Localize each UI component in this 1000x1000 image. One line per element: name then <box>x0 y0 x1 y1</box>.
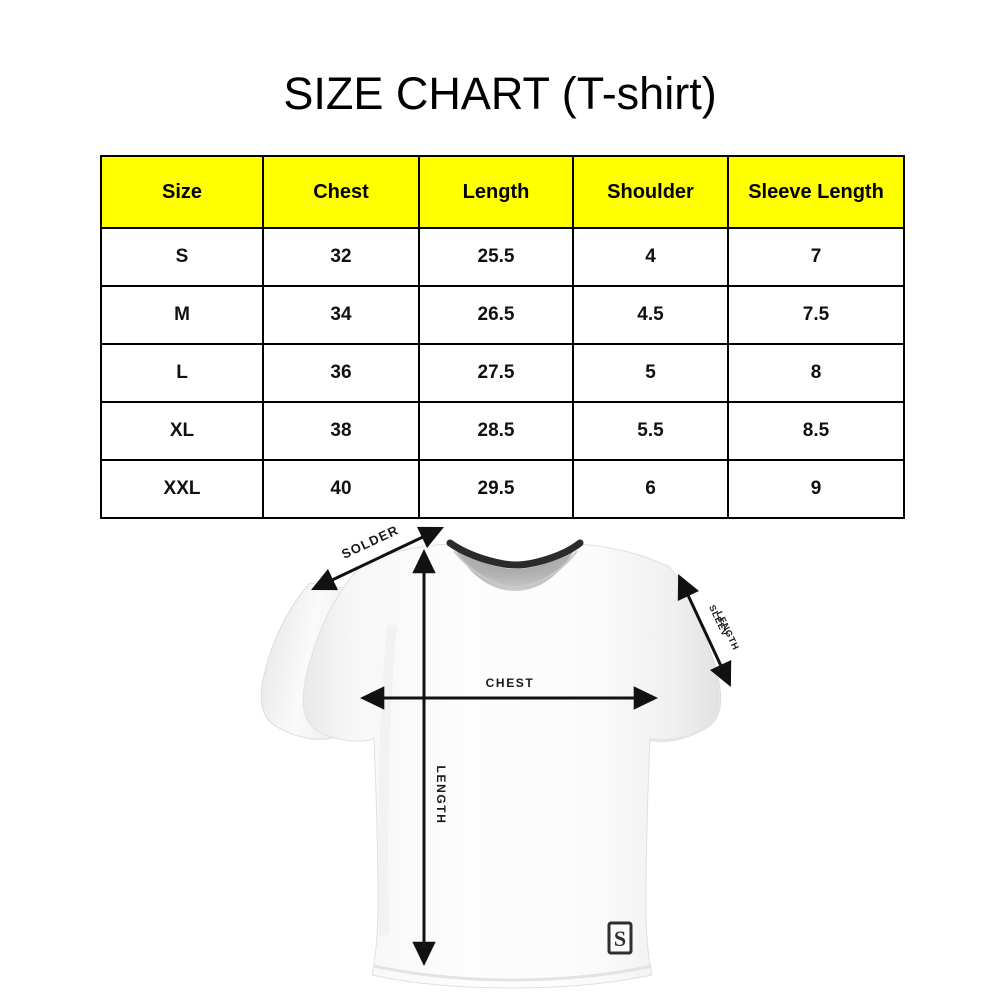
column-header-length: Length <box>418 155 574 229</box>
cell-chest: 32 <box>262 227 420 287</box>
cell-chest: 34 <box>262 285 420 345</box>
column-header-shoulder: Shoulder <box>572 155 729 229</box>
cell-size: S <box>100 227 264 287</box>
table-row: L 36 27.5 5 8 <box>100 343 905 403</box>
shirt-body <box>302 543 720 989</box>
table-row: M 34 26.5 4.5 7.5 <box>100 285 905 345</box>
column-header-chest: Chest <box>262 155 420 229</box>
chest-label: CHEST <box>486 676 535 690</box>
cell-shoulder: 5 <box>572 343 729 403</box>
cell-shoulder: 6 <box>572 459 729 519</box>
length-measurement: LENGTH <box>412 548 448 966</box>
cell-shoulder: 5.5 <box>572 401 729 461</box>
cell-length: 29.5 <box>418 459 574 519</box>
cell-sleeve-length: 7.5 <box>727 285 905 345</box>
cell-chest: 36 <box>262 343 420 403</box>
cell-sleeve-length: 9 <box>727 459 905 519</box>
cell-length: 25.5 <box>418 227 574 287</box>
cell-size: XL <box>100 401 264 461</box>
bottom-hem <box>373 964 652 982</box>
cell-shoulder: 4 <box>572 227 729 287</box>
cell-sleeve-length: 8.5 <box>727 401 905 461</box>
size-chart-table-container: Size Chest Length Shoulder Sleeve Length… <box>100 155 905 519</box>
length-label: LENGTH <box>434 766 448 825</box>
cell-chest: 38 <box>262 401 420 461</box>
cell-sleeve-length: 8 <box>727 343 905 403</box>
tshirt-illustration: S <box>260 539 722 989</box>
cell-length: 26.5 <box>418 285 574 345</box>
table-row: XL 38 28.5 5.5 8.5 <box>100 401 905 461</box>
page-title: SIZE CHART (T-shirt) <box>283 68 717 119</box>
cell-sleeve-length: 7 <box>727 227 905 287</box>
cell-shoulder: 4.5 <box>572 285 729 345</box>
size-chart-table: Size Chest Length Shoulder Sleeve Length… <box>100 155 905 519</box>
brand-tag-letter: S <box>614 926 626 951</box>
collar-ribbing <box>453 550 578 589</box>
column-header-size: Size <box>100 155 264 229</box>
tshirt-measurement-diagram: S SOLDER SLEEV LENGTH CHEST LENGTH <box>0 505 1000 1000</box>
cell-length: 27.5 <box>418 343 574 403</box>
cell-length: 28.5 <box>418 401 574 461</box>
brand-tag: S <box>607 921 633 955</box>
table-row: XXL 40 29.5 6 9 <box>100 459 905 519</box>
cell-size: XXL <box>100 459 264 519</box>
table-row: S 32 25.5 4 7 <box>100 227 905 287</box>
column-header-sleeve-length: Sleeve Length <box>727 155 905 229</box>
cell-chest: 40 <box>262 459 420 519</box>
neck-opening <box>452 544 578 591</box>
cell-size: L <box>100 343 264 403</box>
body-fold-shading <box>378 624 397 936</box>
cell-size: M <box>100 285 264 345</box>
collar-band <box>446 539 584 569</box>
table-header-row: Size Chest Length Shoulder Sleeve Length <box>100 155 905 229</box>
